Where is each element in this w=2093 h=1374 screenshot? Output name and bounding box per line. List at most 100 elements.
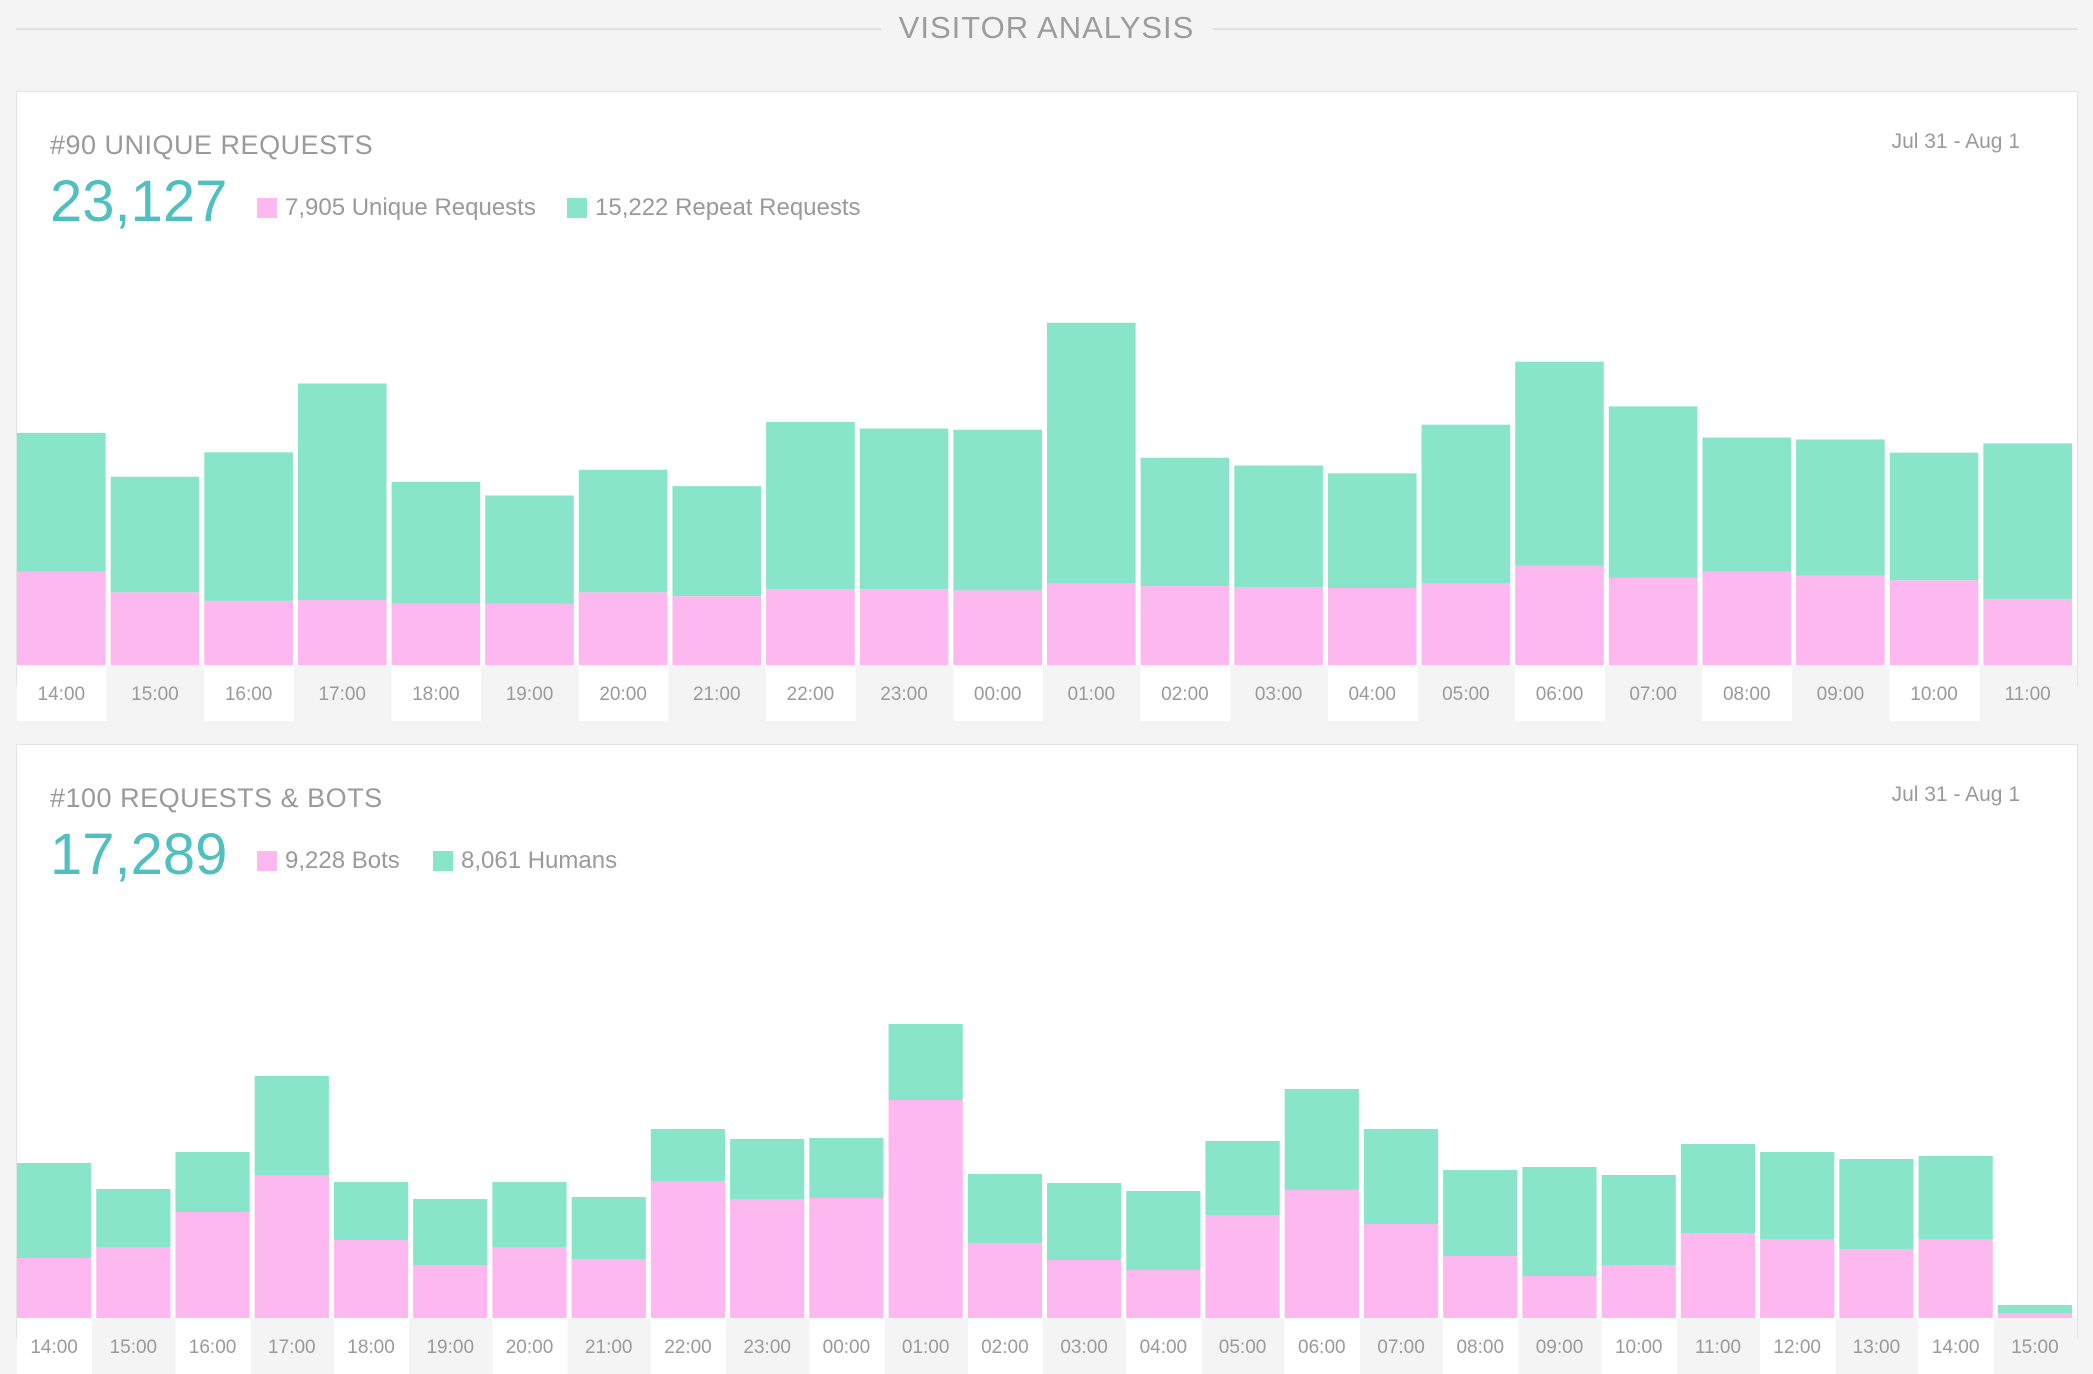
bar-upper-2100-7[interactable]	[672, 486, 762, 597]
bar-upper-2000-6[interactable]	[492, 1182, 567, 1247]
bar-upper-0900-19[interactable]	[1522, 1167, 1597, 1276]
bar-upper-0600-16[interactable]	[1515, 361, 1604, 566]
bar-lower-0000-10[interactable]	[953, 590, 1042, 665]
bar-lower-1100-21[interactable]	[1983, 598, 2072, 665]
bar-lower-1700-3[interactable]	[297, 600, 387, 665]
bar-lower-2100-7[interactable]	[571, 1259, 646, 1318]
bar-upper-1300-23[interactable]	[1839, 1159, 1914, 1249]
bar-lower-1100-21[interactable]	[1680, 1233, 1756, 1318]
bar-lower-1000-20[interactable]	[1601, 1265, 1676, 1318]
bar-lower-0500-15[interactable]	[1421, 583, 1511, 665]
bar-upper-1200-22[interactable]	[1760, 1152, 1835, 1239]
bar-upper-1700-3[interactable]	[297, 383, 387, 601]
bar-upper-0300-13[interactable]	[1234, 465, 1323, 588]
bar-lower-2000-6[interactable]	[578, 592, 668, 665]
bar-lower-2100-7[interactable]	[672, 596, 762, 665]
bar-upper-0200-12[interactable]	[1140, 457, 1230, 587]
bar-lower-0100-11[interactable]	[888, 1100, 963, 1318]
bar-upper-1100-21[interactable]	[1680, 1144, 1756, 1233]
bar-upper-2000-6[interactable]	[578, 469, 668, 593]
bar-lower-1600-2[interactable]	[204, 600, 293, 665]
bar-upper-1500-1[interactable]	[96, 1189, 171, 1247]
bar-lower-1900-5[interactable]	[485, 603, 574, 665]
legend-humans[interactable]: 8,061 Humans	[433, 846, 617, 876]
bar-lower-2300-9[interactable]	[859, 589, 949, 665]
bar-lower-0300-13[interactable]	[1234, 587, 1323, 665]
bar-upper-0800-18[interactable]	[1443, 1170, 1518, 1256]
bar-lower-1900-5[interactable]	[413, 1265, 488, 1318]
bar-lower-1500-25[interactable]	[1997, 1313, 2072, 1318]
legend-unique-requests[interactable]: 7,905 Unique Requests	[257, 193, 536, 223]
legend-repeat-requests[interactable]: 15,222 Repeat Requests	[567, 193, 861, 223]
bar-upper-1600-2[interactable]	[204, 452, 293, 601]
bar-lower-1800-4[interactable]	[333, 1240, 409, 1318]
bar-lower-2000-6[interactable]	[492, 1247, 567, 1318]
bar-upper-1000-20[interactable]	[1601, 1175, 1676, 1265]
bar-lower-0800-18[interactable]	[1702, 571, 1792, 665]
bar-upper-1400-0[interactable]	[17, 432, 106, 572]
bar-lower-1500-1[interactable]	[96, 1247, 171, 1318]
date-range-label[interactable]: Jul 31 - Aug 1	[1891, 783, 2020, 806]
bar-lower-1000-20[interactable]	[1889, 580, 1979, 665]
bar-upper-0900-19[interactable]	[1796, 439, 1885, 576]
bar-upper-2300-9[interactable]	[730, 1139, 805, 1199]
bar-upper-1500-25[interactable]	[1997, 1305, 2072, 1313]
bar-lower-1200-22[interactable]	[1760, 1239, 1835, 1318]
bar-lower-0800-18[interactable]	[1443, 1256, 1518, 1318]
bar-upper-0400-14[interactable]	[1327, 473, 1417, 588]
bar-upper-2100-7[interactable]	[571, 1197, 646, 1259]
bar-lower-2200-8[interactable]	[766, 589, 855, 665]
bar-upper-0800-18[interactable]	[1702, 437, 1792, 572]
bar-lower-0600-16[interactable]	[1515, 565, 1604, 665]
bar-upper-0500-15[interactable]	[1205, 1141, 1280, 1215]
bar-lower-0500-15[interactable]	[1205, 1215, 1280, 1318]
bar-upper-0600-16[interactable]	[1284, 1089, 1359, 1190]
bar-upper-1000-20[interactable]	[1889, 452, 1979, 581]
bar-lower-1400-0[interactable]	[17, 1258, 92, 1318]
bar-lower-2200-8[interactable]	[650, 1181, 726, 1318]
legend-bots[interactable]: 9,228 Bots	[257, 846, 400, 876]
bar-upper-1600-2[interactable]	[175, 1152, 250, 1212]
bar-lower-0400-14[interactable]	[1126, 1270, 1201, 1318]
bar-upper-1700-3[interactable]	[254, 1076, 329, 1175]
bar-upper-1900-5[interactable]	[485, 495, 574, 604]
bar-upper-2200-8[interactable]	[650, 1129, 726, 1181]
bar-upper-0000-10[interactable]	[953, 429, 1042, 591]
bar-upper-0400-14[interactable]	[1126, 1191, 1201, 1270]
bar-upper-0500-15[interactable]	[1421, 424, 1511, 584]
bar-upper-0200-12[interactable]	[967, 1174, 1042, 1243]
bar-lower-1300-23[interactable]	[1839, 1249, 1914, 1318]
bar-lower-1800-4[interactable]	[391, 603, 481, 665]
bar-upper-0700-17[interactable]	[1608, 406, 1698, 578]
bar-upper-0000-10[interactable]	[809, 1138, 884, 1198]
bar-lower-1700-3[interactable]	[254, 1175, 329, 1318]
bar-upper-0700-17[interactable]	[1363, 1129, 1439, 1224]
bar-upper-1100-21[interactable]	[1983, 443, 2072, 599]
bar-lower-0600-16[interactable]	[1284, 1190, 1359, 1318]
bar-upper-1800-4[interactable]	[333, 1182, 409, 1240]
bar-lower-1400-0[interactable]	[17, 571, 106, 665]
bar-upper-1400-0[interactable]	[17, 1163, 92, 1258]
bar-upper-0100-11[interactable]	[888, 1024, 963, 1100]
bar-lower-0200-12[interactable]	[967, 1243, 1042, 1318]
date-range-label[interactable]: Jul 31 - Aug 1	[1891, 130, 2020, 153]
bar-lower-0300-13[interactable]	[1047, 1260, 1122, 1318]
bar-upper-2200-8[interactable]	[766, 421, 855, 590]
bar-lower-0000-10[interactable]	[809, 1198, 884, 1318]
bar-upper-1400-24[interactable]	[1918, 1156, 1993, 1239]
bar-lower-0700-17[interactable]	[1363, 1224, 1439, 1318]
bar-lower-0900-19[interactable]	[1796, 575, 1885, 665]
bar-lower-0400-14[interactable]	[1327, 588, 1417, 665]
bar-upper-0100-11[interactable]	[1047, 322, 1136, 584]
bar-lower-0900-19[interactable]	[1522, 1276, 1597, 1318]
bar-lower-1400-24[interactable]	[1918, 1239, 1993, 1318]
bar-upper-1800-4[interactable]	[391, 481, 481, 604]
bar-lower-0200-12[interactable]	[1140, 586, 1230, 665]
bar-upper-0300-13[interactable]	[1047, 1183, 1122, 1260]
bar-upper-1500-1[interactable]	[110, 476, 200, 593]
bar-upper-1900-5[interactable]	[413, 1199, 488, 1265]
bar-lower-1600-2[interactable]	[175, 1212, 250, 1318]
bar-lower-0700-17[interactable]	[1608, 577, 1698, 666]
bar-lower-2300-9[interactable]	[730, 1199, 805, 1318]
bar-lower-0100-11[interactable]	[1047, 583, 1136, 665]
